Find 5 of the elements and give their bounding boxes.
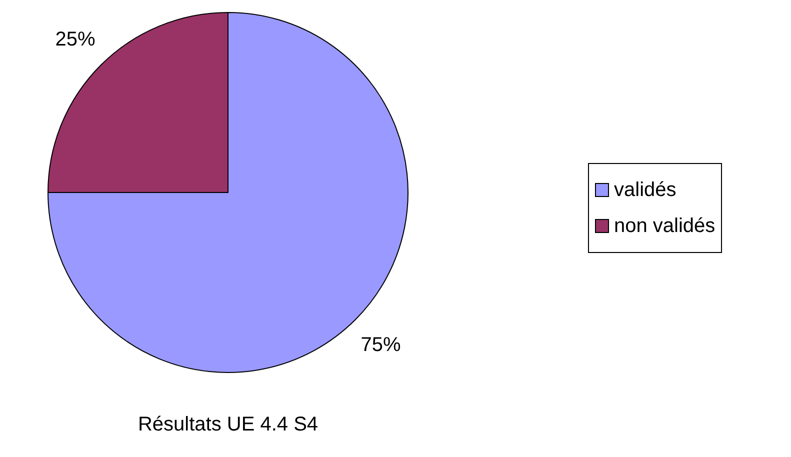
legend-label: non validés — [614, 214, 716, 239]
data-label: 25% — [55, 28, 96, 50]
legend-label: validés — [614, 178, 676, 203]
text: Résultats UE 4.4 S4 — [138, 414, 318, 436]
data-label: 75% — [360, 334, 401, 356]
